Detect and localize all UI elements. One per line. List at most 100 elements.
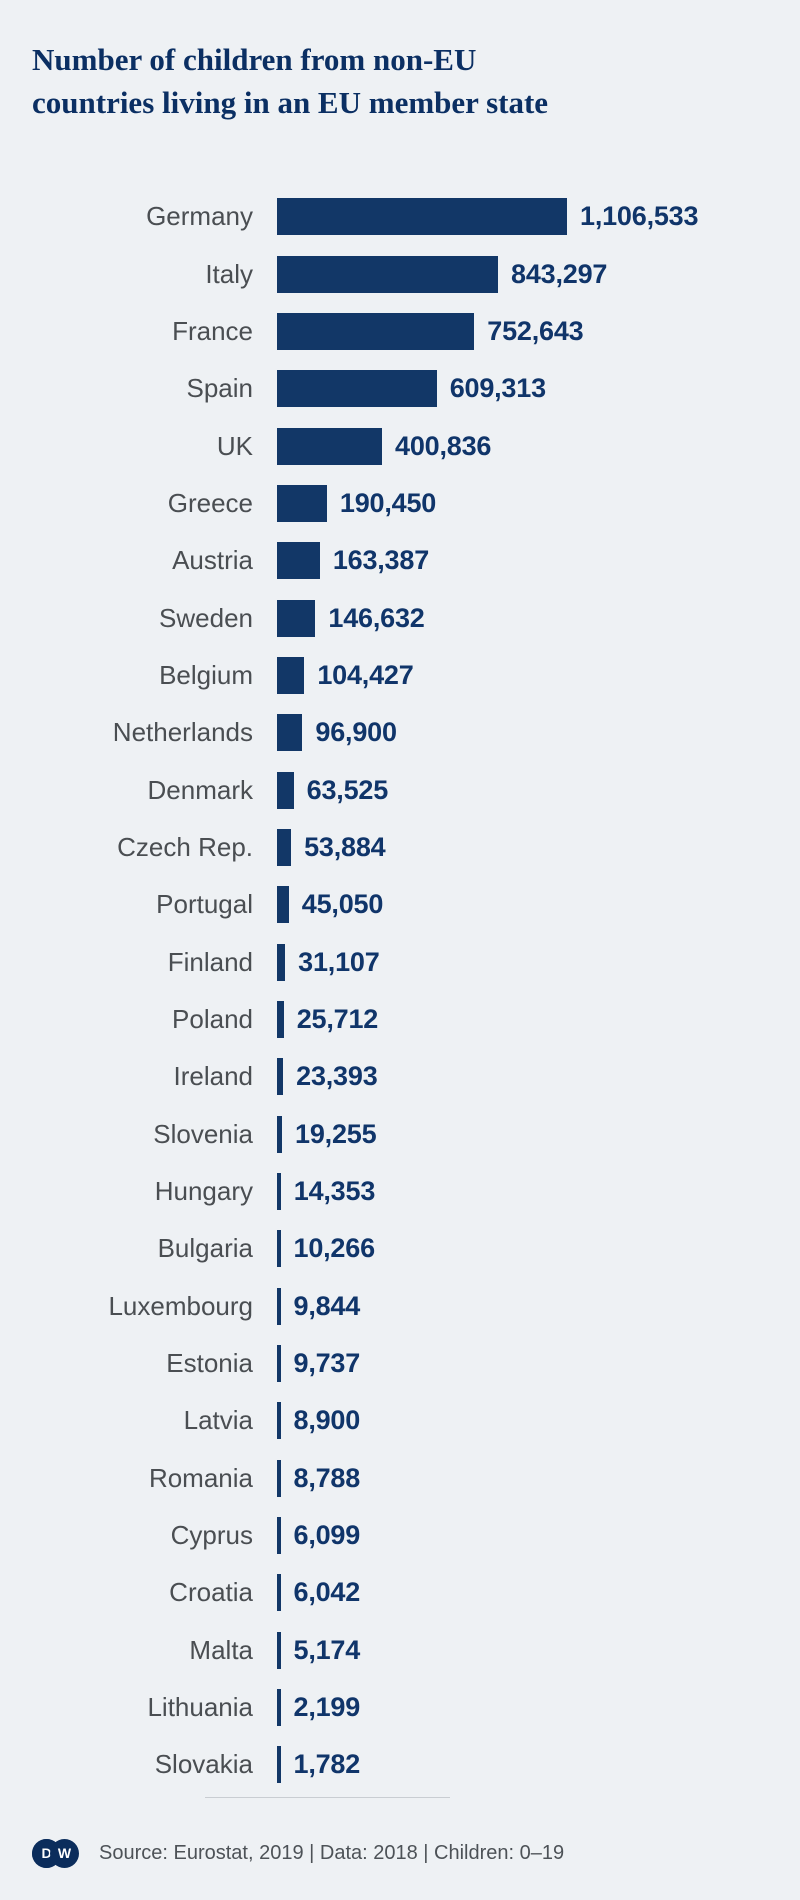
bar [277,427,383,465]
country-label: Latvia [183,1405,253,1436]
bar [277,1746,281,1784]
value-label: 9,844 [293,1290,361,1321]
chart-title-line1: Number of children from non-EU [32,42,477,77]
chart-row: Netherlands 96,900 [0,704,800,761]
value-label: 146,632 [328,602,425,633]
bar [277,1000,284,1038]
chart-row: Bulgaria 10,266 [0,1220,800,1277]
chart-row: Ireland 23,393 [0,1048,800,1105]
chart-row: Luxembourg 9,844 [0,1278,800,1335]
bar [277,312,475,350]
country-label: Romania [148,1462,253,1493]
country-label: Sweden [159,602,253,633]
value-label: 96,900 [315,717,397,748]
bar [277,370,437,408]
country-label: Greece [167,487,253,518]
footer: D W Source: Eurostat, 2019 | Data: 2018 … [32,1836,564,1870]
bar-chart: Germany 1,106,533 Italy 843,297 France 752,64… [0,188,800,1794]
country-label: Czech Rep. [117,831,253,862]
bar [277,1689,281,1727]
chart-row: Portugal 45,050 [0,876,800,933]
chart-row: Germany 1,106,533 [0,188,800,245]
dw-logo: D W [32,1838,79,1868]
value-label: 14,353 [293,1176,376,1207]
bar [277,1230,281,1268]
bar [277,599,316,637]
chart-row: Estonia 9,737 [0,1335,800,1392]
chart-row: Slovenia 19,255 [0,1106,800,1163]
country-label: Finland [167,946,253,977]
value-label: 2,199 [293,1692,361,1723]
country-label: Italy [205,258,253,289]
chart-row: Italy 843,297 [0,245,800,302]
value-label: 1,106,533 [580,201,699,232]
bar [277,255,498,293]
footer-divider [205,1797,450,1798]
value-label: 45,050 [301,889,384,920]
value-label: 5,174 [293,1634,361,1665]
chart-row: Malta 5,174 [0,1622,800,1679]
bar [277,1459,281,1497]
bar [277,198,567,236]
country-label: Luxembourg [108,1290,253,1321]
value-label: 190,450 [339,487,437,518]
bar [277,828,292,866]
value-label: 9,737 [293,1348,361,1379]
value-label: 752,643 [487,315,584,346]
country-label: Portugal [156,889,253,920]
bar [277,1058,284,1096]
chart-row: Slovakia 1,782 [0,1736,800,1793]
bar [277,771,294,809]
chart-row: Cyprus 6,099 [0,1507,800,1564]
value-label: 19,255 [295,1118,377,1149]
chart-row: Austria 163,387 [0,532,800,589]
chart-title-line2: countries living in an EU member state [32,85,549,120]
country-label: Ireland [173,1061,254,1092]
bar [277,943,286,981]
value-label: 1,782 [293,1749,361,1780]
value-label: 609,313 [449,373,546,404]
bar [277,714,303,752]
chart-row: Czech Rep. 53,884 [0,819,800,876]
bar [277,1115,283,1153]
value-label: 6,042 [293,1577,361,1608]
chart-row: Belgium 104,427 [0,647,800,704]
bar [277,886,289,924]
chart-row: Spain 609,313 [0,360,800,417]
country-label: Belgium [159,659,253,690]
country-label: Netherlands [112,717,253,748]
chart-row: UK 400,836 [0,417,800,474]
chart-row: Hungary 14,353 [0,1163,800,1220]
chart-row: Poland 25,712 [0,991,800,1048]
country-label: France [172,315,253,346]
country-label: Cyprus [170,1520,253,1551]
country-label: Slovakia [154,1749,253,1780]
chart-title: Number of children from non-EU countries… [32,38,548,124]
value-label: 8,900 [293,1405,361,1436]
chart-row: Greece 190,450 [0,475,800,532]
chart-row: Lithuania 2,199 [0,1679,800,1736]
country-label: Bulgaria [157,1233,253,1264]
chart-row: Romania 8,788 [0,1450,800,1507]
bar [277,542,320,580]
country-label: Malta [189,1634,253,1665]
chart-row: Finland 31,107 [0,933,800,990]
chart-row: France 752,643 [0,303,800,360]
value-label: 8,788 [293,1462,361,1493]
country-label: Hungary [154,1176,253,1207]
bar [277,1173,281,1211]
value-label: 104,427 [317,659,414,690]
value-label: 53,884 [304,831,386,862]
chart-row: Latvia 8,900 [0,1392,800,1449]
value-label: 23,393 [296,1061,378,1092]
chart-row: Croatia 6,042 [0,1564,800,1621]
bar [277,1287,281,1325]
value-label: 843,297 [511,258,608,289]
dw-logo-w-circle: W [50,1838,79,1868]
chart-row: Sweden 146,632 [0,589,800,646]
chart-row: Denmark 63,525 [0,761,800,818]
value-label: 25,712 [296,1003,379,1034]
value-label: 10,266 [293,1233,376,1264]
bar [277,1345,281,1383]
